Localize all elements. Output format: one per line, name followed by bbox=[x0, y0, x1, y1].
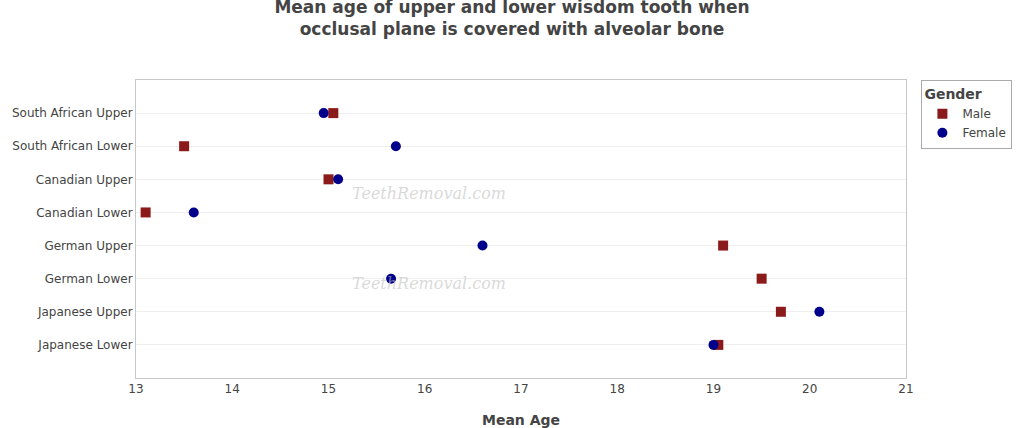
svg-text:Male: Male bbox=[962, 107, 990, 121]
svg-text:Canadian Lower: Canadian Lower bbox=[36, 206, 132, 220]
svg-text:16: 16 bbox=[417, 382, 432, 396]
svg-text:South African Lower: South African Lower bbox=[12, 139, 132, 153]
svg-text:Mean age of upper and lower wi: Mean age of upper and lower wisdom tooth… bbox=[274, 0, 749, 39]
svg-text:18: 18 bbox=[610, 382, 625, 396]
svg-text:19: 19 bbox=[706, 382, 721, 396]
svg-text:17: 17 bbox=[513, 382, 528, 396]
svg-text:German Lower: German Lower bbox=[45, 272, 133, 286]
svg-text:TeethRemoval.com: TeethRemoval.com bbox=[352, 274, 506, 293]
svg-text:Japanese Lower: Japanese Lower bbox=[37, 338, 132, 352]
svg-text:TeethRemoval.com: TeethRemoval.com bbox=[352, 184, 506, 203]
svg-text:German Upper: German Upper bbox=[44, 239, 132, 253]
svg-text:20: 20 bbox=[802, 382, 817, 396]
svg-text:15: 15 bbox=[321, 382, 336, 396]
svg-text:Japanese Upper: Japanese Upper bbox=[37, 305, 133, 319]
svg-text:South African Upper: South African Upper bbox=[12, 106, 133, 120]
svg-text:14: 14 bbox=[225, 382, 240, 396]
svg-text:Canadian Upper: Canadian Upper bbox=[36, 173, 133, 187]
svg-text:Female: Female bbox=[962, 126, 1005, 140]
svg-text:13: 13 bbox=[128, 382, 143, 396]
svg-text:Mean Age: Mean Age bbox=[482, 412, 560, 428]
svg-text:21: 21 bbox=[898, 382, 913, 396]
svg-text:Gender: Gender bbox=[924, 86, 981, 102]
